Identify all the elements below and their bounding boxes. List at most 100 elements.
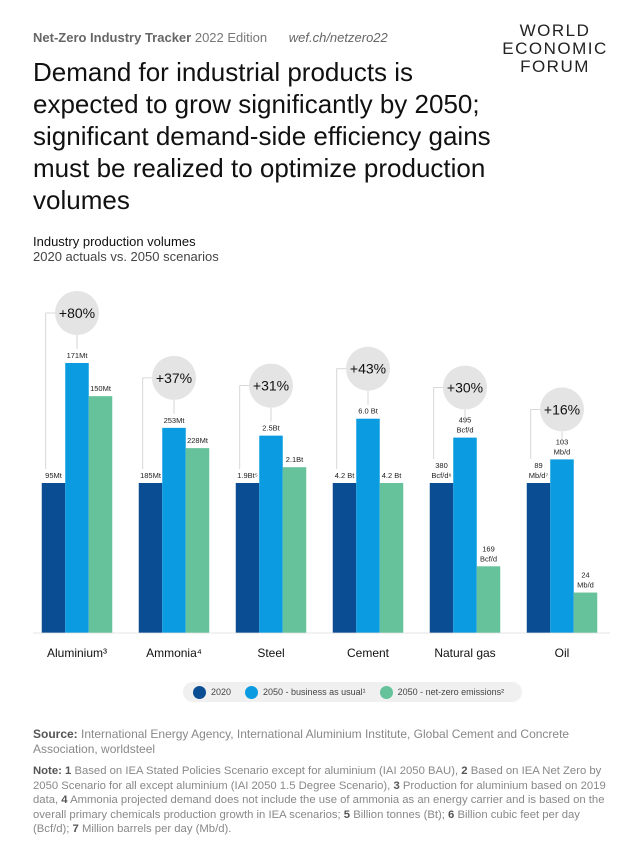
category-label: Aluminium³ bbox=[47, 646, 107, 660]
data-label: 2.1Bt bbox=[286, 455, 304, 464]
legend-item-bau: 2050 - business as usual¹ bbox=[245, 685, 366, 699]
note: Note: 1 Based on IEA Stated Policies Sce… bbox=[33, 764, 613, 837]
growth-bubble bbox=[346, 346, 390, 391]
bar-bau bbox=[162, 427, 186, 633]
data-label: 171Mt bbox=[67, 351, 89, 360]
data-label: Mb/d bbox=[554, 447, 571, 456]
legend-swatch bbox=[193, 685, 206, 699]
connector-line bbox=[142, 377, 154, 469]
category-label: Natural gas bbox=[434, 646, 495, 660]
chart-title: Industry production volumes bbox=[33, 234, 196, 249]
category-label: Steel bbox=[257, 646, 284, 660]
wef-logo: WORLD ECONOMIC FORUM bbox=[500, 22, 610, 76]
page-title: Demand for industrial products is expect… bbox=[33, 57, 491, 215]
legend-item-2020: 2020 bbox=[193, 685, 232, 699]
growth-label: +43% bbox=[350, 361, 386, 377]
data-label: 169 bbox=[482, 544, 495, 553]
bar-bau bbox=[65, 363, 89, 633]
logo-line: ECONOMIC bbox=[502, 39, 608, 58]
data-label: 253Mt bbox=[164, 416, 186, 425]
data-label: 2.5Bt bbox=[262, 424, 280, 433]
data-label: 24 bbox=[581, 571, 589, 580]
bar-netzero bbox=[185, 448, 210, 633]
edition: 2022 Edition bbox=[194, 30, 268, 45]
note-text: Production for aluminium based on 2019 d… bbox=[33, 779, 606, 807]
bar-2020 bbox=[41, 483, 66, 633]
bar-netzero bbox=[476, 566, 501, 633]
logo-line: FORUM bbox=[520, 57, 590, 76]
connector-line bbox=[45, 312, 57, 469]
data-label: 380 bbox=[435, 461, 448, 470]
bar-2020 bbox=[138, 483, 163, 633]
data-label: Mb/d⁷ bbox=[529, 471, 549, 480]
data-label: 6.0 Bt bbox=[358, 407, 379, 416]
data-label: Bcf/d bbox=[456, 426, 473, 435]
growth-bubble bbox=[55, 291, 99, 335]
legend-label: 2050 - business as usual¹ bbox=[263, 687, 366, 697]
category-label: Ammonia⁴ bbox=[146, 646, 202, 660]
legend: 2020 2050 - business as usual¹ 2050 - ne… bbox=[183, 682, 523, 702]
growth-bubble bbox=[540, 387, 584, 432]
note-text: Ammonia projected demand does not includ… bbox=[33, 794, 605, 821]
source-text: International Energy Agency, Internation… bbox=[33, 727, 570, 756]
data-label: 4.2 Bt bbox=[335, 471, 356, 480]
chart-subtitle-text: 2020 actuals vs. 2050 scenarios bbox=[33, 249, 219, 264]
source-label: Source: bbox=[33, 727, 78, 741]
legend-label: 2020 bbox=[211, 687, 232, 697]
data-label: 4.2 Bt bbox=[382, 471, 403, 480]
note-number: 3 bbox=[393, 779, 400, 792]
growth-label: +37% bbox=[156, 370, 192, 386]
note-number: 4 bbox=[61, 794, 68, 807]
note-number: 7 bbox=[72, 823, 79, 836]
note-number: 1 bbox=[65, 765, 72, 777]
note-number: 2 bbox=[461, 765, 468, 777]
data-label: 228Mt bbox=[187, 436, 209, 445]
data-label: 185Mt bbox=[140, 471, 162, 480]
note-number: 5 bbox=[343, 808, 351, 821]
growth-label: +80% bbox=[59, 305, 95, 321]
bar-bau bbox=[259, 435, 283, 633]
bar-bau bbox=[550, 459, 574, 633]
data-label: 1.9Bt⁵ bbox=[237, 471, 258, 480]
note-number: 6 bbox=[448, 808, 455, 821]
connector-line bbox=[336, 368, 348, 469]
legend-swatch bbox=[245, 685, 259, 699]
legend-swatch bbox=[379, 685, 393, 699]
note-text: Billion tonnes (Bt); bbox=[350, 808, 449, 821]
category-label: Oil bbox=[555, 646, 570, 660]
growth-bubble bbox=[249, 363, 293, 408]
bar-2020 bbox=[526, 483, 551, 633]
bar-netzero bbox=[88, 396, 113, 633]
bar-bau bbox=[453, 437, 477, 633]
note-label: Note: bbox=[33, 765, 62, 777]
data-label: Bcf/d⁶ bbox=[431, 471, 451, 480]
chart-subtitle: Industry production volumes 2020 actuals… bbox=[33, 234, 219, 264]
data-label: 89 bbox=[534, 461, 542, 470]
source: Source: International Energy Agency, Int… bbox=[33, 727, 613, 757]
bar-2020 bbox=[235, 483, 260, 633]
connector-line bbox=[530, 409, 542, 459]
growth-label: +16% bbox=[544, 401, 580, 417]
data-label: Mb/d bbox=[577, 581, 594, 590]
legend-label: 2050 - net-zero emissions² bbox=[397, 687, 505, 697]
bar-2020 bbox=[429, 483, 454, 633]
note-text: Based on IEA Stated Policies Scenario ex… bbox=[71, 765, 462, 777]
bar-bau bbox=[356, 418, 380, 633]
data-label: 95Mt bbox=[45, 471, 63, 480]
note-text: Million barrels per day (Mb/d). bbox=[78, 823, 232, 836]
growth-bubble bbox=[152, 355, 196, 400]
growth-label: +30% bbox=[447, 380, 483, 396]
connector-line bbox=[239, 385, 251, 469]
growth-label: +31% bbox=[253, 378, 289, 394]
url-link[interactable]: wef.ch/netzero22 bbox=[288, 30, 388, 45]
growth-bubble bbox=[443, 365, 487, 410]
connector-line bbox=[433, 387, 445, 459]
bar-netzero bbox=[282, 467, 307, 633]
tracker-name: Net-Zero Industry Tracker bbox=[33, 30, 192, 45]
data-label: Bcf/d bbox=[480, 554, 497, 563]
note-text: Based on IEA Net Zero by 2050 Scenario f… bbox=[33, 765, 602, 792]
logo-line: WORLD bbox=[519, 21, 591, 40]
bar-netzero bbox=[379, 483, 404, 633]
bar-netzero bbox=[573, 592, 598, 633]
